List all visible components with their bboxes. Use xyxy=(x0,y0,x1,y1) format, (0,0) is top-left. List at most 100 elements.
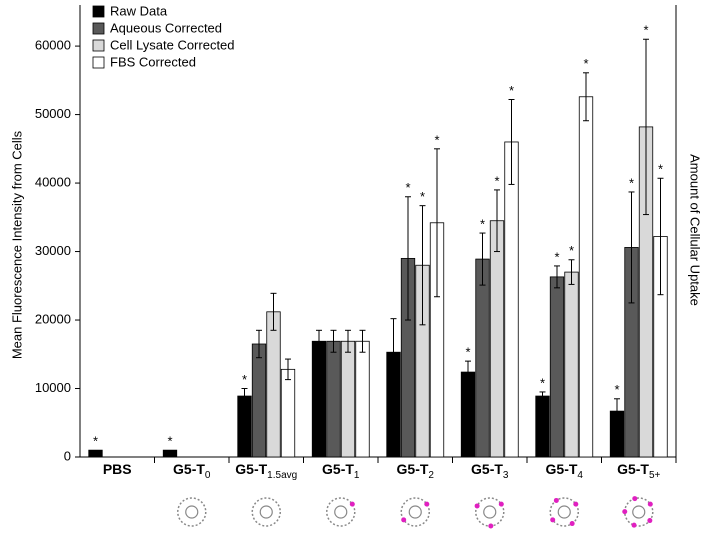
dendrimer-icon xyxy=(251,497,281,527)
icon-tag xyxy=(647,518,653,524)
bar xyxy=(311,340,327,458)
icon-tag xyxy=(474,503,480,509)
category-text: G5-T xyxy=(322,461,354,477)
x-tick-label: G5-T4 xyxy=(546,461,584,481)
icon-tag xyxy=(498,501,504,507)
icon-core xyxy=(475,497,505,527)
significance-marker: * xyxy=(405,180,410,195)
category-text: G5-T xyxy=(173,461,205,477)
significance-marker: * xyxy=(658,162,663,177)
category-text: G5-T xyxy=(546,461,578,477)
significance-marker: * xyxy=(583,56,588,71)
y2-axis-title: Amount of Cellular Uptake xyxy=(688,154,703,306)
category-text: G5-T xyxy=(471,461,503,477)
icon-core xyxy=(549,497,579,527)
bar xyxy=(326,340,341,458)
bar xyxy=(489,220,505,458)
icon-tag xyxy=(550,517,556,523)
icon-core xyxy=(251,497,281,527)
dendrimer-icon xyxy=(326,497,356,527)
legend-label: Aqueous Corrected xyxy=(110,20,222,35)
icon-core xyxy=(400,497,430,527)
dendrimer-icon xyxy=(474,497,505,529)
bar xyxy=(88,449,103,458)
category-subscript: 1.5avg xyxy=(267,470,297,481)
icon-tag xyxy=(488,523,494,529)
icon-tag xyxy=(424,501,430,507)
icon-tag xyxy=(622,509,628,515)
significance-marker: * xyxy=(480,216,485,231)
significance-marker: * xyxy=(242,372,247,387)
icon-tag xyxy=(631,522,637,528)
significance-marker: * xyxy=(629,175,634,190)
icon-core xyxy=(624,497,654,527)
significance-marker: * xyxy=(509,83,514,98)
category-text: G5-T xyxy=(397,461,429,477)
bar xyxy=(564,271,579,458)
icon-inner xyxy=(334,505,348,519)
significance-marker: * xyxy=(465,345,470,360)
icon-tag xyxy=(647,501,653,507)
y-tick-label: 50000 xyxy=(35,106,71,121)
category-subscript: 5+ xyxy=(649,470,661,481)
significance-marker: * xyxy=(614,382,619,397)
y-tick-label: 20000 xyxy=(35,311,71,326)
dendrimer-icon xyxy=(400,497,430,527)
legend-label: Cell Lysate Corrected xyxy=(110,37,235,52)
dendrimer-icon xyxy=(622,496,654,528)
category-subscript: 0 xyxy=(205,470,211,481)
x-tick-label: G5-T1 xyxy=(322,461,360,481)
x-tick-label: G5-T1.5avg xyxy=(235,461,297,481)
x-tick-label: G5-T0 xyxy=(173,461,211,481)
significance-marker: * xyxy=(643,23,648,38)
bar xyxy=(460,371,476,458)
dendrimer-icon xyxy=(177,497,207,527)
icon-inner xyxy=(557,505,571,519)
category-text: G5-T xyxy=(235,461,267,477)
x-tick-label: G5-T5+ xyxy=(617,461,660,481)
bar xyxy=(355,340,370,458)
category-text: G5-T xyxy=(617,461,649,477)
significance-marker: * xyxy=(554,249,559,264)
icon-inner xyxy=(259,505,273,519)
legend-label: FBS Corrected xyxy=(110,54,196,69)
legend-swatch xyxy=(92,39,105,52)
y-axis-title: Mean Fluorescence Intensity from Cells xyxy=(9,130,24,359)
icon-inner xyxy=(483,505,497,519)
legend-swatch xyxy=(92,5,105,18)
y-tick-label: 10000 xyxy=(35,380,71,395)
icon-core xyxy=(326,497,356,527)
icon-inner xyxy=(632,505,646,519)
category-subscript: 1 xyxy=(354,470,360,481)
category-subscript: 2 xyxy=(428,470,434,481)
x-tick-label: G5-T3 xyxy=(471,461,509,481)
significance-marker: * xyxy=(540,375,545,390)
icon-tag xyxy=(569,521,575,527)
icon-tag xyxy=(632,496,638,502)
significance-marker: * xyxy=(167,434,172,449)
significance-marker: * xyxy=(494,173,499,188)
bar xyxy=(237,395,252,458)
bar xyxy=(504,141,519,458)
y-tick-label: 40000 xyxy=(35,174,71,189)
bar xyxy=(162,449,178,458)
bar xyxy=(475,258,490,458)
x-tick-label: PBS xyxy=(103,461,132,477)
bar xyxy=(280,368,296,458)
significance-marker: * xyxy=(93,434,98,449)
icon-tag xyxy=(401,517,407,523)
icon-core xyxy=(177,497,207,527)
bar xyxy=(535,395,550,458)
icon-inner xyxy=(185,505,199,519)
legend-label: Raw Data xyxy=(110,3,168,18)
bar xyxy=(549,276,565,458)
bar xyxy=(578,96,594,458)
y-tick-label: 60000 xyxy=(35,38,71,53)
significance-marker: * xyxy=(420,189,425,204)
icon-inner xyxy=(408,505,422,519)
x-tick-label: G5-T2 xyxy=(397,461,435,481)
bar xyxy=(340,340,356,458)
icon-tag xyxy=(349,501,355,507)
